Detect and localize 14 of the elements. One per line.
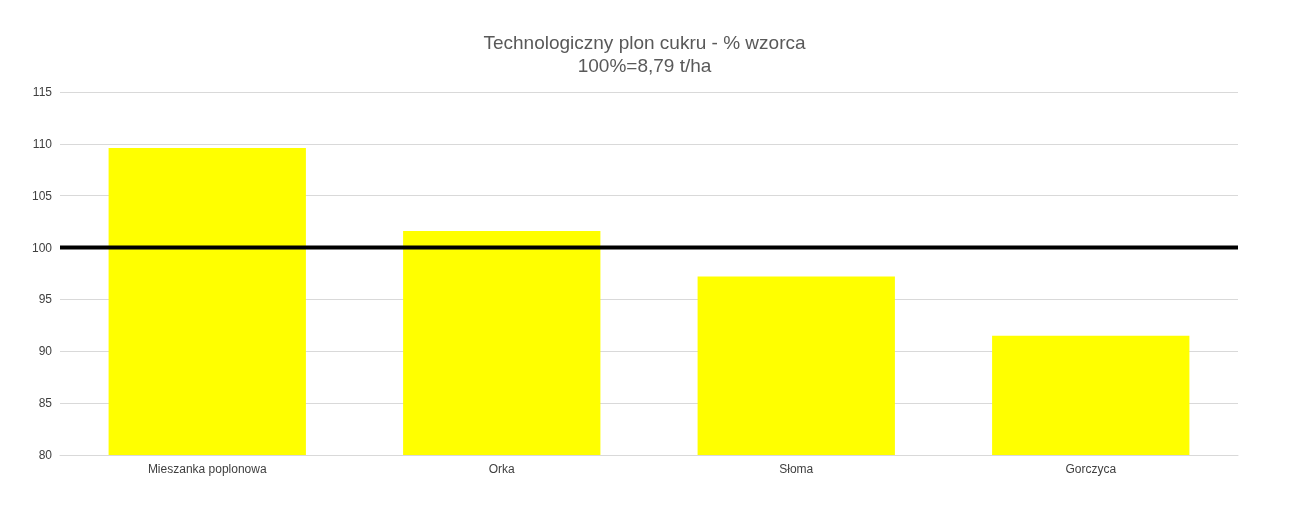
y-tick-label: 95 — [38, 292, 53, 307]
x-tick-label: Orka — [488, 462, 516, 476]
y-tick-label: 115 — [32, 85, 53, 99]
x-tick-label: Mieszanka poplonowa — [147, 462, 267, 476]
y-tick-label: 85 — [38, 396, 53, 411]
x-tick-label: Gorczyca — [1065, 462, 1117, 476]
chart-subtitle: 100%=8,79 t/ha — [577, 55, 712, 76]
y-tick-label: 80 — [38, 448, 53, 462]
chart-title: Technologiczny plon cukru - % wzorca — [483, 32, 806, 53]
y-tick-label: 100 — [31, 240, 53, 255]
y-tick-label: 90 — [38, 344, 53, 359]
y-tick-label: 110 — [32, 136, 53, 151]
y-tick-label: 105 — [31, 188, 53, 203]
x-tick-label: Słoma — [779, 462, 814, 476]
